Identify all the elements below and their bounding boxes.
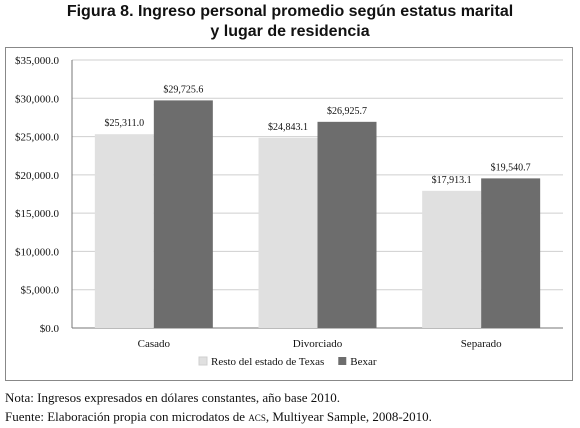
source-acs: ACS bbox=[248, 409, 266, 424]
bar bbox=[258, 137, 318, 328]
bar-value-label: $17,913.1 bbox=[432, 175, 472, 186]
source-text: Fuente: Elaboración propia con microdato… bbox=[5, 409, 432, 425]
bar-value-label: $26,925.7 bbox=[327, 106, 367, 117]
bar-value-label: $19,540.7 bbox=[491, 162, 531, 173]
x-tick-label: Casado bbox=[138, 338, 171, 350]
y-tick-label: $15,000.0 bbox=[15, 208, 60, 220]
x-tick-label: Separado bbox=[461, 338, 502, 350]
legend-swatch bbox=[198, 356, 208, 366]
chart-title: Figura 8. Ingreso personal promedio segú… bbox=[0, 2, 580, 42]
chart-title-line2: y lugar de residencia bbox=[210, 23, 370, 40]
bar bbox=[481, 178, 541, 328]
legend-label: Resto del estado de Texas bbox=[211, 356, 324, 368]
bar bbox=[422, 190, 482, 328]
legend-label: Bexar bbox=[350, 356, 377, 368]
chart-title-line1: Figura 8. Ingreso personal promedio segú… bbox=[66, 3, 514, 20]
y-tick-label: $25,000.0 bbox=[15, 132, 60, 144]
chart-frame bbox=[5, 47, 573, 381]
y-tick-label: $0.0 bbox=[40, 323, 60, 335]
legend-swatch bbox=[338, 357, 347, 365]
bar bbox=[153, 100, 213, 328]
y-tick-label: $20,000.0 bbox=[15, 170, 60, 182]
y-tick-label: $35,000.0 bbox=[15, 55, 60, 67]
bar-value-label: $29,725.6 bbox=[163, 84, 203, 95]
bar-value-label: $25,311.0 bbox=[105, 118, 145, 129]
y-tick-label: $30,000.0 bbox=[15, 93, 60, 105]
bar-value-label: $24,843.1 bbox=[268, 122, 308, 133]
source-suffix: , Multiyear Sample, 2008-2010. bbox=[265, 409, 432, 424]
note-text: Nota: Ingresos expresados en dólares con… bbox=[5, 390, 341, 405]
x-tick-label: Divorciado bbox=[293, 338, 343, 350]
y-tick-label: $10,000.0 bbox=[15, 246, 60, 258]
y-tick-label: $5,000.0 bbox=[21, 285, 60, 297]
bar bbox=[94, 134, 154, 328]
source-prefix: Fuente: Elaboración propia con microdato… bbox=[5, 409, 246, 424]
bar bbox=[317, 121, 377, 328]
